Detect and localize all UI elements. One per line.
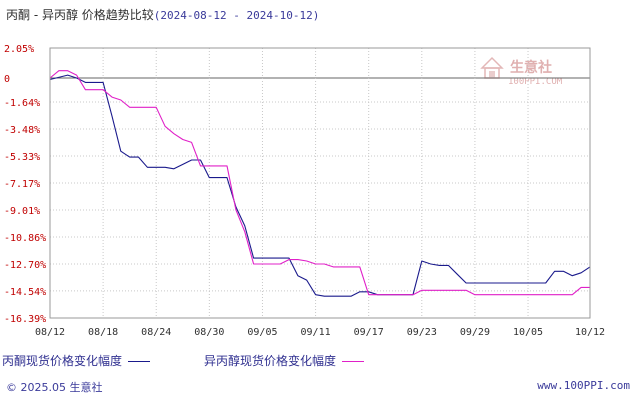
y-tick-label: -7.17%	[4, 179, 40, 190]
series-line-acetone	[49, 74, 591, 297]
x-tick-label: 08/12	[35, 327, 65, 338]
series-layer	[49, 70, 591, 297]
legend-item-acetone: 丙酮现货价格变化幅度	[2, 352, 151, 369]
y-tick-label: -16.39%	[4, 314, 46, 325]
watermark-logo-icon	[480, 56, 504, 79]
chart-grid	[50, 47, 590, 319]
x-axis: 08/12 08/18 08/24 08/30 09/05 09/11 09/17 09/23…	[35, 327, 605, 338]
legend-item-isopropanol: 异丙醇现货价格变化幅度	[204, 352, 365, 369]
plot-frame	[49, 47, 591, 319]
x-tick-label: 08/30	[194, 327, 224, 338]
legend-swatch-acetone	[128, 361, 151, 362]
y-tick-label: -14.54%	[4, 287, 46, 298]
legend-swatch-isopropanol	[342, 361, 365, 362]
watermark-url: 100PPI.COM	[508, 77, 563, 87]
x-tick-label: 08/18	[88, 327, 118, 338]
y-tick-label: 0	[4, 74, 10, 85]
x-tick-label: 10/05	[513, 327, 543, 338]
watermark: 生意社 100PPI.COM	[480, 56, 563, 87]
x-tick-label: 09/17	[354, 327, 384, 338]
x-tick-label: 09/11	[301, 327, 331, 338]
legend-label-acetone: 丙酮现货价格变化幅度	[2, 354, 123, 368]
y-tick-label: -5.33%	[4, 152, 40, 163]
y-tick-label: -12.70%	[4, 260, 46, 271]
legend-label-isopropanol: 异丙醇现货价格变化幅度	[204, 354, 337, 368]
footer-copyright: © 2025.05 生意社	[6, 381, 103, 394]
x-tick-label: 10/12	[575, 327, 605, 338]
x-tick-label: 08/24	[141, 327, 171, 338]
chart-title-range: (2024-08-12 - 2024-10-12)	[153, 9, 320, 22]
y-axis: 2.05% 0 -1.64% -3.48% -5.33% -7.17% -9.01% -10.…	[4, 44, 46, 325]
series-line-isopropanol	[49, 70, 590, 296]
watermark-text: 生意社	[510, 59, 552, 76]
y-tick-label: -10.86%	[4, 233, 46, 244]
y-tick-label: 2.05%	[4, 44, 34, 55]
footer-site-link[interactable]: www.100PPI.com	[537, 379, 630, 392]
y-tick-label: -9.01%	[4, 206, 40, 217]
x-tick-label: 09/29	[460, 327, 490, 338]
x-tick-label: 09/05	[247, 327, 277, 338]
chart-title-main: 丙酮 - 异丙醇 价格趋势比较	[6, 8, 154, 22]
chart-title: 丙酮 - 异丙醇 价格趋势比较(2024-08-12 - 2024-10-12)	[6, 6, 319, 23]
y-tick-label: -3.48%	[4, 125, 40, 136]
y-tick-label: -1.64%	[4, 98, 40, 109]
x-tick-label: 09/23	[407, 327, 437, 338]
